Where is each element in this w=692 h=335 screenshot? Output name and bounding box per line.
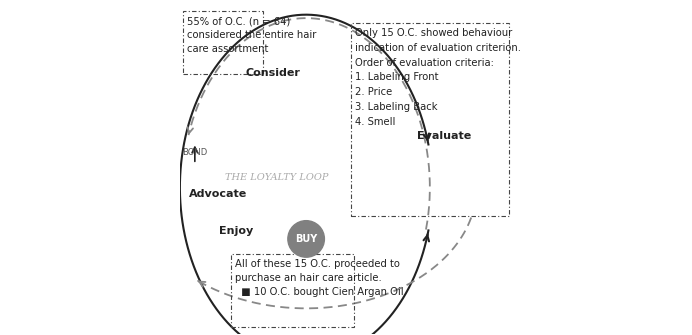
Bar	[351, 23, 509, 216]
Bar	[231, 254, 354, 327]
Text: BOND: BOND	[182, 148, 208, 157]
Text: Only 15 O.C. showed behaviour
indication of evaluation criterion.
Order of evalu: Only 15 O.C. showed behaviour indication…	[355, 28, 521, 127]
Text: Evaluate: Evaluate	[417, 131, 472, 141]
Text: Consider: Consider	[246, 68, 300, 78]
Text: BUY: BUY	[295, 234, 317, 244]
Text: Enjoy: Enjoy	[219, 225, 253, 236]
Circle shape	[288, 221, 325, 257]
Text: 55% of O.C. (n = 64)
considered the entire hair
care assortment: 55% of O.C. (n = 64) considered the enti…	[188, 16, 316, 54]
Text: Advocate: Advocate	[189, 189, 247, 199]
Bar	[183, 11, 263, 74]
Text: THE LOYALTY LOOP: THE LOYALTY LOOP	[224, 173, 328, 182]
Text: All of these 15 O.C. proceeded to
purchase an hair care article.
  ■ 10 O.C. bou: All of these 15 O.C. proceeded to purcha…	[235, 259, 404, 297]
